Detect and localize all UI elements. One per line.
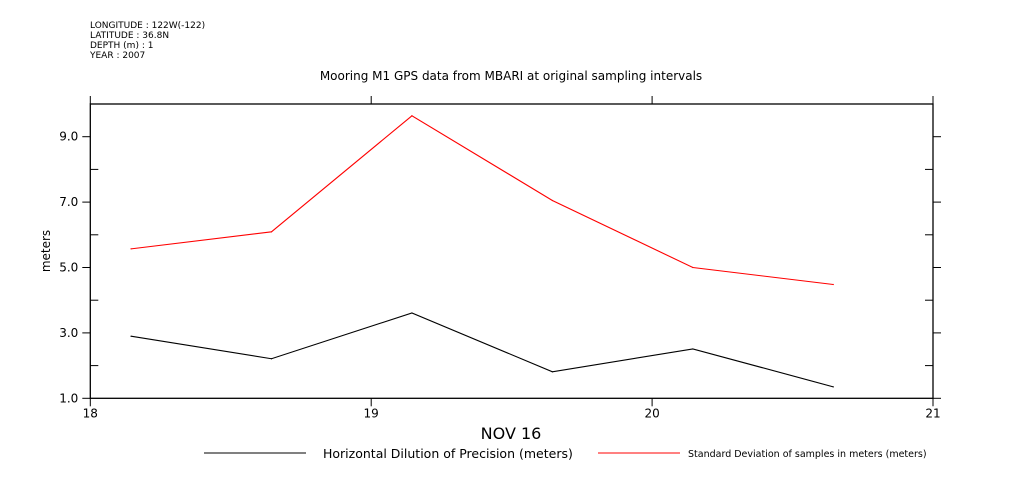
data-point: [551, 199, 553, 202]
year-label: YEAR : 2007: [90, 51, 146, 61]
series-lines: [130, 115, 834, 388]
data-point: [130, 248, 132, 250]
y-tick-label: 1.0: [59, 391, 78, 405]
x-tick-label: 21: [925, 406, 940, 420]
data-point: [130, 335, 132, 337]
x-tick-label: 18: [83, 406, 98, 420]
x-tick-label: 19: [364, 406, 379, 420]
series-line-stddev: [130, 115, 834, 286]
data-point: [551, 371, 553, 373]
latitude-label: LATITUDE : 36.8N: [90, 31, 170, 41]
depth-label: DEPTH (m) : 1: [90, 41, 154, 51]
y-axis-label: meters: [39, 230, 53, 272]
legend-label-stddev: Standard Deviation of samples in meters …: [688, 449, 927, 460]
data-point: [270, 358, 273, 360]
data-point: [692, 348, 694, 350]
y-tick-label: 5.0: [59, 261, 78, 275]
plot-frame: [89, 103, 934, 399]
legend-label-hdop: Horizontal Dilution of Precision (meters…: [323, 446, 573, 461]
metadata-block: LONGITUDE : 122W(-122) LATITUDE : 36.8N …: [90, 21, 205, 61]
y-tick-label: 9.0: [59, 130, 78, 144]
data-point: [832, 283, 834, 286]
axes: 18 19 20 21 1.0 3.0 5.0 7.0 9.0: [59, 96, 941, 420]
data-point: [411, 115, 413, 117]
data-point: [692, 266, 694, 269]
x-axis-label: NOV 16: [481, 424, 542, 443]
longitude-label: LONGITUDE : 122W(-122): [90, 21, 206, 31]
y-tick-label: 3.0: [59, 326, 78, 340]
y-tick-label: 7.0: [59, 195, 78, 209]
data-point: [411, 312, 413, 314]
chart-title: Mooring M1 GPS data from MBARI at origin…: [320, 69, 702, 83]
data-point: [832, 386, 834, 388]
series-line-hdop: [130, 312, 834, 388]
data-point: [270, 231, 273, 233]
x-tick-label: 20: [644, 406, 659, 420]
legend: Horizontal Dilution of Precision (meters…: [204, 446, 927, 461]
